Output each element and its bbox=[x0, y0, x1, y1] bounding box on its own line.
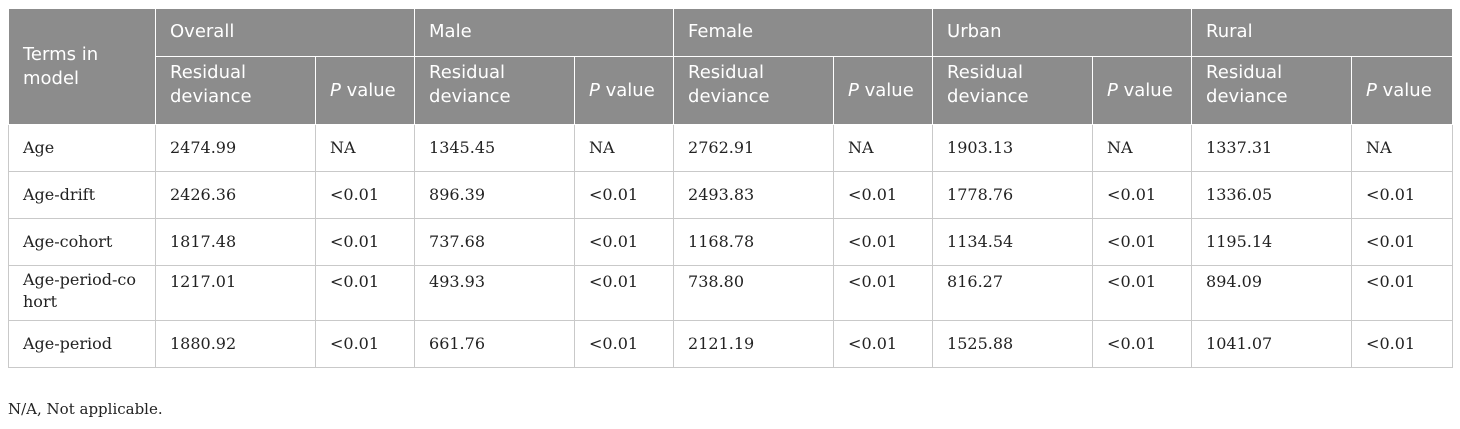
table-row: Age-cohort 1817.48 <0.01 737.68 <0.01 11… bbox=[8, 218, 1454, 266]
value-cell: 1195.14 bbox=[1191, 218, 1353, 266]
deviance-table-container: Terms in model Overall Male Female Urban… bbox=[8, 8, 1454, 368]
subheader-p-value: P value bbox=[1351, 56, 1454, 125]
value-cell: <0.01 bbox=[574, 265, 675, 321]
group-header-rural: Rural bbox=[1191, 8, 1454, 57]
value-cell: 1817.48 bbox=[155, 218, 316, 266]
term-cell: Age-cohort bbox=[8, 218, 156, 266]
value-cell: 894.09 bbox=[1191, 265, 1353, 321]
value-cell: <0.01 bbox=[1351, 171, 1454, 219]
value-cell: 1525.88 bbox=[932, 320, 1094, 368]
value-cell: 2762.91 bbox=[673, 124, 835, 172]
value-cell: <0.01 bbox=[1092, 218, 1193, 266]
value-cell: <0.01 bbox=[314, 265, 416, 321]
value-cell: <0.01 bbox=[314, 320, 416, 368]
row-header-terms: Terms in model bbox=[8, 8, 156, 125]
subheader-residual-deviance: Residual deviance bbox=[932, 56, 1094, 125]
table-row: Age-period 1880.92 <0.01 661.76 <0.01 21… bbox=[8, 320, 1454, 368]
subheader-p-value: P value bbox=[314, 56, 416, 125]
value-cell: 1345.45 bbox=[414, 124, 576, 172]
value-cell: <0.01 bbox=[314, 171, 416, 219]
value-cell: <0.01 bbox=[833, 218, 934, 266]
value-cell: <0.01 bbox=[1092, 265, 1193, 321]
subheader-p-value: P value bbox=[1092, 56, 1193, 125]
value-cell: 1337.31 bbox=[1191, 124, 1353, 172]
table-row: Age-drift 2426.36 <0.01 896.39 <0.01 249… bbox=[8, 171, 1454, 219]
deviance-table: Terms in model Overall Male Female Urban… bbox=[8, 8, 1454, 368]
value-cell: 737.68 bbox=[414, 218, 576, 266]
value-cell: 1903.13 bbox=[932, 124, 1094, 172]
value-cell: 1217.01 bbox=[155, 265, 316, 321]
value-cell: 1336.05 bbox=[1191, 171, 1353, 219]
value-cell: <0.01 bbox=[833, 265, 934, 321]
value-cell: 2474.99 bbox=[155, 124, 316, 172]
value-cell: 1041.07 bbox=[1191, 320, 1353, 368]
value-cell: 896.39 bbox=[414, 171, 576, 219]
value-cell: NA bbox=[1092, 124, 1193, 172]
value-cell: 2493.83 bbox=[673, 171, 835, 219]
table-footnote: N/A, Not applicable. bbox=[8, 400, 163, 418]
value-cell: <0.01 bbox=[1351, 265, 1454, 321]
value-cell: <0.01 bbox=[1351, 218, 1454, 266]
term-cell: Age-period-cohort bbox=[8, 265, 156, 321]
group-header-overall: Overall bbox=[154, 8, 416, 57]
value-cell: NA bbox=[314, 124, 416, 172]
value-cell: <0.01 bbox=[833, 320, 934, 368]
value-cell: <0.01 bbox=[1351, 320, 1454, 368]
value-cell: 1880.92 bbox=[155, 320, 316, 368]
value-cell: 1778.76 bbox=[932, 171, 1094, 219]
subheader-residual-deviance: Residual deviance bbox=[673, 56, 835, 125]
value-cell: 493.93 bbox=[414, 265, 576, 321]
subheader-p-value: P value bbox=[833, 56, 934, 125]
value-cell: 661.76 bbox=[414, 320, 576, 368]
group-header-male: Male bbox=[414, 8, 675, 57]
value-cell: <0.01 bbox=[314, 218, 416, 266]
term-cell: Age-period bbox=[8, 320, 156, 368]
value-cell: NA bbox=[1351, 124, 1454, 172]
value-cell: <0.01 bbox=[574, 218, 675, 266]
value-cell: <0.01 bbox=[1092, 320, 1193, 368]
value-cell: 738.80 bbox=[673, 265, 835, 321]
term-cell: Age-drift bbox=[8, 171, 156, 219]
table-row: Age-period-cohort 1217.01 <0.01 493.93 <… bbox=[8, 265, 1454, 321]
value-cell: NA bbox=[574, 124, 675, 172]
value-cell: 1168.78 bbox=[673, 218, 835, 266]
term-cell: Age bbox=[8, 124, 156, 172]
value-cell: 1134.54 bbox=[932, 218, 1094, 266]
value-cell: <0.01 bbox=[833, 171, 934, 219]
subheader-residual-deviance: Residual deviance bbox=[155, 56, 316, 125]
value-cell: <0.01 bbox=[1092, 171, 1193, 219]
group-header-urban: Urban bbox=[932, 8, 1193, 57]
value-cell: <0.01 bbox=[574, 171, 675, 219]
value-cell: 2426.36 bbox=[155, 171, 316, 219]
value-cell: <0.01 bbox=[574, 320, 675, 368]
value-cell: NA bbox=[833, 124, 934, 172]
subheader-p-value: P value bbox=[574, 56, 675, 125]
group-header-female: Female bbox=[673, 8, 934, 57]
value-cell: 2121.19 bbox=[673, 320, 835, 368]
value-cell: 816.27 bbox=[932, 265, 1094, 321]
subheader-residual-deviance: Residual deviance bbox=[414, 56, 576, 125]
table-row: Age 2474.99 NA 1345.45 NA 2762.91 NA 190… bbox=[8, 124, 1454, 172]
subheader-residual-deviance: Residual deviance bbox=[1191, 56, 1353, 125]
